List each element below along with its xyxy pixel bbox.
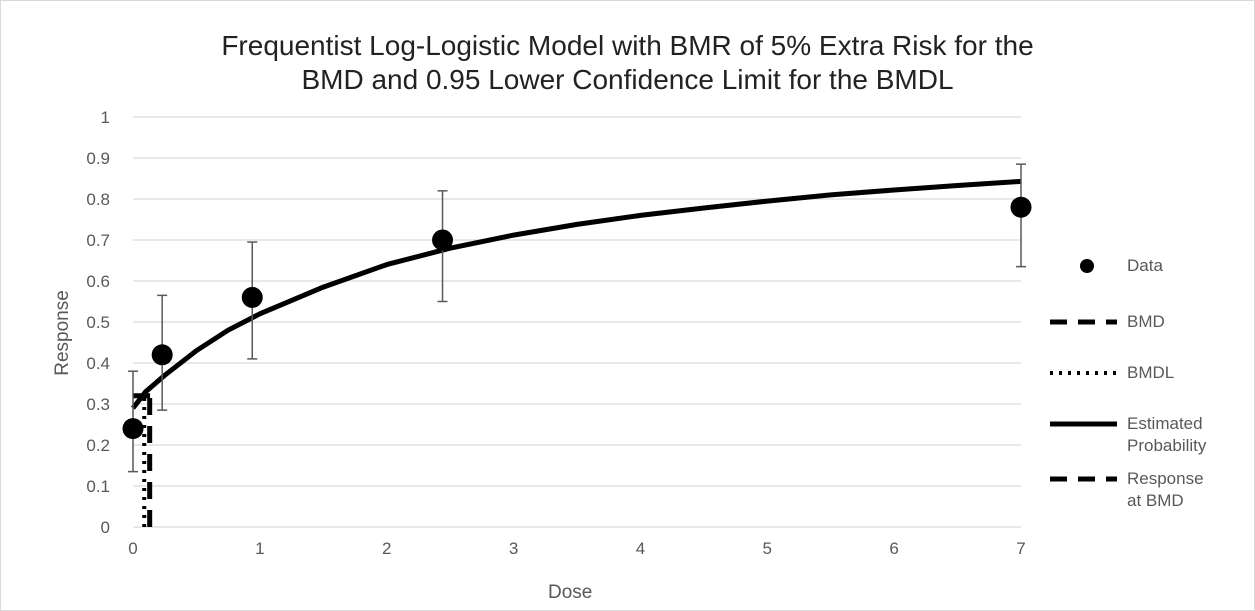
legend-bmd-label: BMD bbox=[1127, 312, 1165, 331]
y-tick-label: 0.4 bbox=[86, 354, 110, 373]
x-tick-label: 1 bbox=[255, 539, 264, 558]
data-point bbox=[241, 286, 263, 308]
y-tick-label: 0.5 bbox=[86, 313, 110, 332]
x-tick-label: 2 bbox=[382, 539, 391, 558]
y-tick-label: 0.6 bbox=[86, 272, 110, 291]
x-tick-label: 7 bbox=[1016, 539, 1025, 558]
x-tick-label: 5 bbox=[763, 539, 772, 558]
y-tick-label: 0.8 bbox=[86, 190, 110, 209]
y-tick-label: 0 bbox=[101, 518, 110, 537]
y-tick-label: 0.9 bbox=[86, 149, 110, 168]
legend-estimated-label-1: Estimated bbox=[1127, 414, 1203, 433]
legend-response-label-1: Response bbox=[1127, 469, 1204, 488]
chart-title-line-2: BMD and 0.95 Lower Confidence Limit for … bbox=[301, 64, 954, 95]
data-point bbox=[151, 344, 173, 366]
x-tick-label: 3 bbox=[509, 539, 518, 558]
y-tick-label: 0.1 bbox=[86, 477, 110, 496]
y-tick-label: 0.2 bbox=[86, 436, 110, 455]
legend-bmdl-label: BMDL bbox=[1127, 363, 1175, 382]
legend-response-label-2: at BMD bbox=[1127, 491, 1184, 510]
estimated-probability-curve bbox=[131, 178, 1022, 410]
x-tick-label: 0 bbox=[128, 539, 137, 558]
y-axis-title: Response bbox=[52, 290, 73, 376]
x-tick-label: 6 bbox=[889, 539, 898, 558]
legend-data-label: Data bbox=[1127, 256, 1163, 275]
chart-title-line-1: Frequentist Log-Logistic Model with BMR … bbox=[221, 30, 1034, 61]
x-tick-label: 4 bbox=[636, 539, 645, 558]
data-point bbox=[432, 229, 454, 251]
y-tick-label: 1 bbox=[101, 108, 110, 127]
data-point bbox=[122, 418, 144, 440]
y-tick-label: 0.7 bbox=[86, 231, 110, 250]
legend-estimated-label-2: Probability bbox=[1127, 436, 1207, 455]
data-point bbox=[1010, 196, 1032, 218]
x-axis-title: Dose bbox=[548, 582, 593, 603]
y-tick-label: 0.3 bbox=[86, 395, 110, 414]
